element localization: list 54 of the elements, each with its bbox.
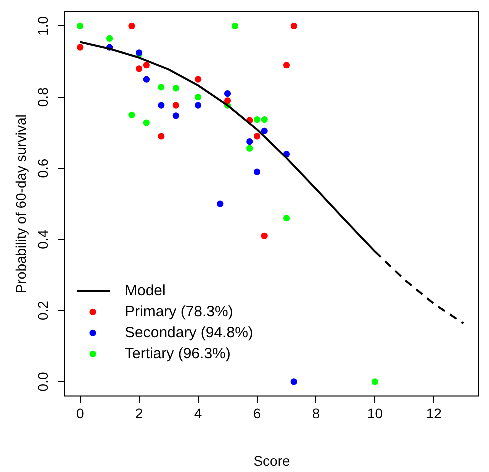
x-tick-label: 2	[135, 405, 144, 422]
point	[194, 102, 202, 109]
point	[158, 133, 165, 140]
y-axis-title: Probability of 60-day survival	[12, 114, 29, 294]
point	[246, 145, 254, 152]
point	[172, 112, 180, 120]
point	[372, 378, 379, 386]
point	[261, 116, 268, 124]
point	[158, 84, 165, 91]
x-tick-label: 6	[253, 405, 262, 422]
point	[283, 62, 290, 69]
legend-label: Primary (78.3%)	[125, 303, 234, 320]
point	[77, 22, 84, 30]
point	[77, 44, 84, 51]
point	[217, 200, 224, 208]
y-tick-label: 0.4	[34, 230, 51, 250]
point	[254, 133, 261, 140]
legend-label: Model	[125, 282, 166, 300]
x-tick-label: 0	[76, 405, 84, 422]
x-tick-label: 10	[367, 405, 384, 422]
point	[224, 90, 232, 98]
y-tick-label: 1.0	[34, 16, 51, 36]
y-tick-label: 0.6	[34, 158, 51, 178]
point	[290, 378, 298, 386]
point	[172, 102, 180, 109]
point	[172, 85, 180, 92]
point	[194, 94, 202, 101]
y-tick-label: 0.2	[34, 300, 51, 321]
point	[283, 215, 290, 222]
point	[143, 120, 150, 126]
point	[261, 232, 268, 240]
point	[254, 168, 261, 176]
point	[128, 22, 136, 30]
point	[254, 116, 261, 124]
y-tick-label: 0.0	[34, 372, 51, 392]
x-tick-label: 4	[194, 405, 202, 422]
point	[158, 102, 165, 109]
point	[128, 112, 136, 118]
point	[194, 76, 202, 83]
point	[143, 76, 150, 83]
point	[106, 35, 114, 42]
point	[143, 62, 150, 69]
x-axis-title: Score	[254, 452, 290, 469]
x-tick-label: 12	[426, 405, 442, 422]
y-tick-label: 0.8	[34, 87, 51, 108]
point	[224, 98, 232, 104]
legend-label: Secondary (94.8%)	[125, 324, 254, 342]
point	[136, 66, 143, 72]
point	[232, 22, 238, 30]
legend-label: Tertiary (96.3%)	[125, 345, 231, 362]
point	[261, 128, 268, 134]
point	[246, 138, 254, 146]
point	[290, 22, 298, 30]
x-tick-label: 8	[312, 405, 320, 422]
